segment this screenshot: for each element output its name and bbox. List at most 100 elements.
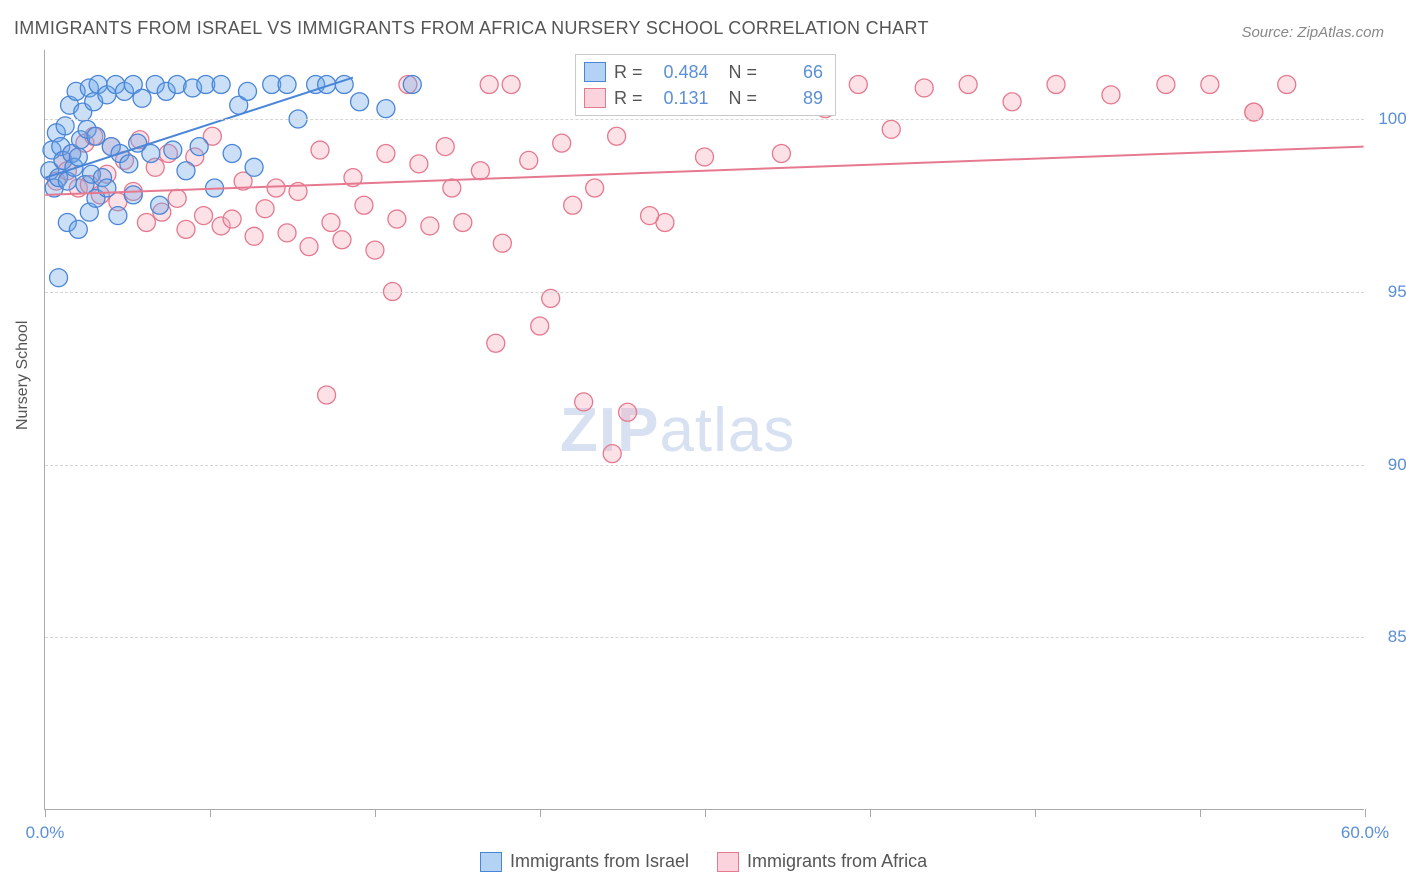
scatter-point <box>493 234 511 252</box>
legend-item-israel: Immigrants from Israel <box>480 851 689 872</box>
y-tick-label: 90.0% <box>1388 455 1406 475</box>
scatter-point <box>1003 93 1021 111</box>
scatter-point <box>190 138 208 156</box>
x-tick <box>210 809 211 817</box>
scatter-point <box>696 148 714 166</box>
scatter-point <box>69 148 87 166</box>
scatter-point <box>388 210 406 228</box>
swatch-israel-icon <box>480 852 502 872</box>
scatter-point <box>531 317 549 335</box>
scatter-point <box>168 189 186 207</box>
x-tick <box>45 809 46 817</box>
legend-row-africa: R = 0.131 N = 89 <box>584 85 823 111</box>
x-tick <box>1035 809 1036 817</box>
scatter-point <box>351 93 369 111</box>
scatter-point <box>436 138 454 156</box>
scatter-point <box>322 214 340 232</box>
scatter-point <box>564 196 582 214</box>
scatter-point <box>69 220 87 238</box>
scatter-point <box>124 186 142 204</box>
scatter-point <box>195 207 213 225</box>
scatter-point <box>109 207 127 225</box>
scatter-point <box>772 145 790 163</box>
legend-label-africa: Immigrants from Africa <box>747 851 927 872</box>
scatter-point <box>443 179 461 197</box>
scatter-point <box>120 155 138 173</box>
scatter-point <box>133 89 151 107</box>
x-tick-label: 60.0% <box>1341 823 1389 843</box>
gridline-h <box>45 465 1364 466</box>
scatter-point <box>454 214 472 232</box>
scatter-point <box>300 238 318 256</box>
legend-item-africa: Immigrants from Africa <box>717 851 927 872</box>
scatter-point <box>164 141 182 159</box>
scatter-point <box>915 79 933 97</box>
scatter-point <box>575 393 593 411</box>
scatter-point <box>1278 76 1296 94</box>
legend-correlation: R = 0.484 N = 66 R = 0.131 N = 89 <box>575 54 836 116</box>
r-label: R = <box>614 88 643 109</box>
r-label: R = <box>614 62 643 83</box>
swatch-africa-icon <box>717 852 739 872</box>
scatter-point <box>421 217 439 235</box>
scatter-point <box>98 179 116 197</box>
scatter-point <box>1102 86 1120 104</box>
scatter-point <box>403 76 421 94</box>
y-tick-label: 85.0% <box>1388 627 1406 647</box>
scatter-point <box>151 196 169 214</box>
n-label: N = <box>729 88 758 109</box>
scatter-point <box>487 334 505 352</box>
x-tick <box>1200 809 1201 817</box>
scatter-point <box>318 386 336 404</box>
x-tick <box>375 809 376 817</box>
scatter-point <box>239 82 257 100</box>
scatter-point <box>619 403 637 421</box>
scatter-point <box>410 155 428 173</box>
gridline-h <box>45 119 1364 120</box>
scatter-point <box>520 151 538 169</box>
scatter-point <box>278 76 296 94</box>
x-tick <box>540 809 541 817</box>
scatter-point <box>1157 76 1175 94</box>
scatter-point <box>50 269 68 287</box>
plot-area: 85.0%90.0%95.0%100.0%0.0%60.0% <box>44 50 1364 810</box>
scatter-point <box>267 179 285 197</box>
scatter-point <box>333 231 351 249</box>
swatch-israel <box>584 62 606 82</box>
r-value-israel: 0.484 <box>651 62 709 83</box>
x-tick <box>1365 809 1366 817</box>
scatter-point <box>553 134 571 152</box>
scatter-point <box>355 196 373 214</box>
legend-row-israel: R = 0.484 N = 66 <box>584 59 823 85</box>
y-tick-label: 95.0% <box>1388 282 1406 302</box>
scatter-point <box>502 76 520 94</box>
scatter-point <box>603 445 621 463</box>
y-tick-label: 100.0% <box>1378 109 1406 129</box>
scatter-point <box>87 127 105 145</box>
scatter-point <box>212 76 230 94</box>
y-axis-label: Nursery School <box>14 321 32 430</box>
x-tick <box>705 809 706 817</box>
scatter-point <box>223 145 241 163</box>
gridline-h <box>45 637 1364 638</box>
n-value-israel: 66 <box>765 62 823 83</box>
legend-label-israel: Immigrants from Israel <box>510 851 689 872</box>
scatter-point <box>377 100 395 118</box>
scatter-point <box>245 227 263 245</box>
swatch-africa <box>584 88 606 108</box>
r-value-africa: 0.131 <box>651 88 709 109</box>
scatter-point <box>311 141 329 159</box>
n-value-africa: 89 <box>765 88 823 109</box>
legend-series: Immigrants from Israel Immigrants from A… <box>480 851 927 872</box>
scatter-point <box>1047 76 1065 94</box>
scatter-point <box>849 76 867 94</box>
gridline-h <box>45 292 1364 293</box>
scatter-point <box>177 220 195 238</box>
x-tick <box>870 809 871 817</box>
scatter-point <box>1201 76 1219 94</box>
scatter-point <box>256 200 274 218</box>
x-tick-label: 0.0% <box>26 823 65 843</box>
scatter-point <box>959 76 977 94</box>
scatter-point <box>882 120 900 138</box>
scatter-point <box>177 162 195 180</box>
